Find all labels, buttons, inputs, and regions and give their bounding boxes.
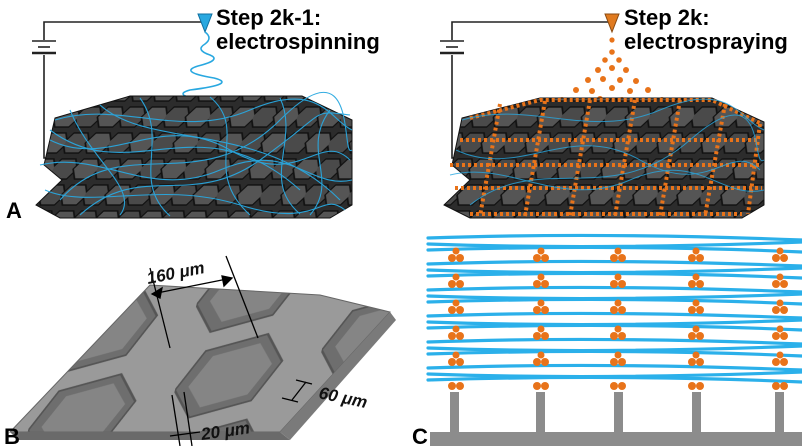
fiber-layers (426, 233, 802, 384)
panel-letter-a: A (6, 198, 22, 223)
panel-b: 160 μm 60 μm 20 μm B (4, 255, 396, 446)
dim-depth-label: 60 μm (317, 383, 369, 412)
panel-electrospray (440, 13, 765, 219)
droplet-column-5 (772, 247, 788, 390)
panel-c: C (412, 233, 802, 446)
electrospinning-jet (182, 31, 223, 103)
dim-depth-marker (281, 379, 313, 403)
droplet-columns (448, 247, 788, 390)
step-label-electrospinning: Step 2k-1: electrospinning (216, 6, 380, 54)
panel-letter-c: C (412, 424, 428, 446)
support-posts (450, 392, 784, 434)
fibers-a (39, 91, 353, 217)
sprayer-icon (604, 13, 620, 34)
fibers-b (449, 98, 765, 206)
mould-side-face (10, 432, 290, 440)
mould-front-face (280, 312, 396, 440)
spinneret-icon (197, 13, 213, 34)
droplet-column-4 (688, 247, 704, 390)
step-label-line1: Step 2k: (624, 5, 710, 30)
honeycomb-mould (8, 284, 391, 433)
support-base (430, 432, 802, 446)
step-label-line1: Step 2k-1: (216, 5, 322, 30)
panel-a: A (6, 13, 353, 223)
dim-wall-marker (169, 391, 201, 446)
coated-hex-outlines (450, 98, 763, 217)
step-label-line2: electrospraying (624, 29, 788, 54)
dim-pitch-marker (149, 255, 259, 349)
panel-letter-b: B (4, 424, 20, 446)
dim-pitch-label: 160 μm (145, 258, 206, 288)
droplet-column-1 (448, 247, 464, 390)
step-label-line2: electrospinning (216, 29, 380, 54)
droplet-column-2 (533, 247, 549, 390)
step-label-electrospraying: Step 2k: electrospraying (624, 6, 788, 54)
droplet-column-3 (610, 247, 626, 390)
